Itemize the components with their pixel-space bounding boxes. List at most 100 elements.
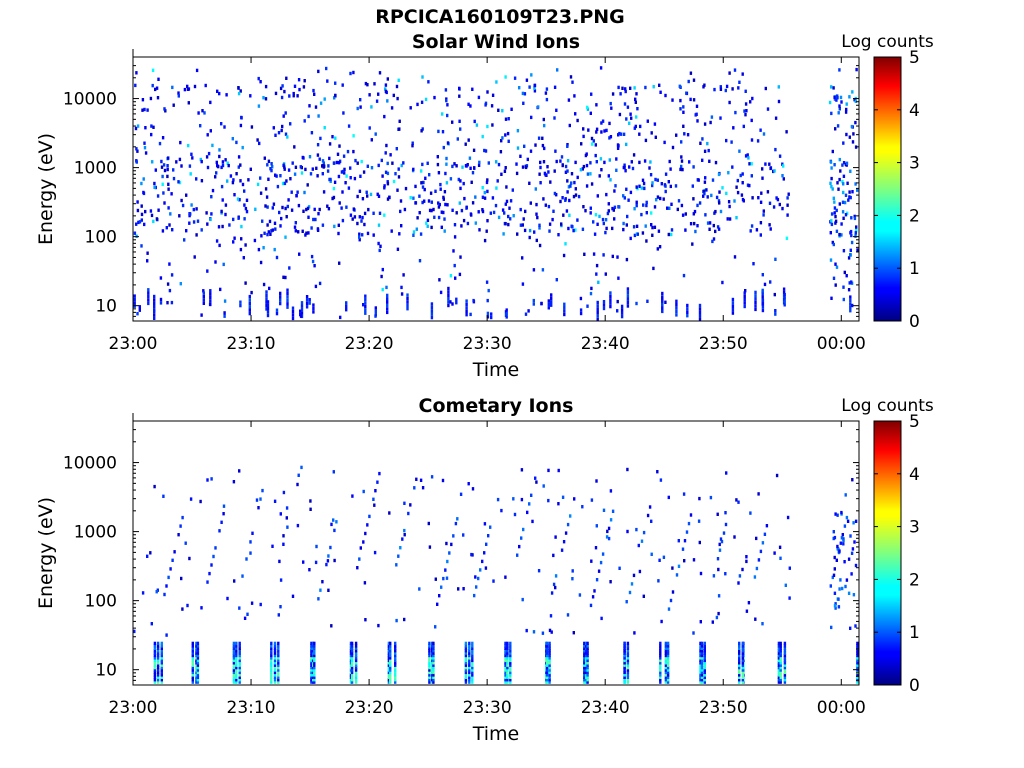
data-cell [206, 269, 209, 273]
data-cell [659, 670, 662, 675]
data-cell [656, 195, 660, 199]
data-cell [716, 225, 720, 229]
data-cell [841, 586, 844, 591]
data-cell [143, 141, 146, 145]
y-tick-label: 10000 [63, 454, 117, 474]
data-cell [609, 580, 612, 584]
data-cell [195, 670, 198, 675]
data-cell [156, 656, 160, 660]
data-cell [332, 470, 335, 474]
data-cell [140, 181, 143, 186]
data-cell [274, 133, 277, 137]
data-cell [626, 290, 630, 295]
data-cell [642, 203, 645, 207]
data-cell [682, 273, 686, 278]
data-cell [206, 165, 210, 170]
data-cell [509, 656, 512, 660]
data-cell [471, 675, 474, 679]
data-cell [773, 169, 776, 173]
data-cell [606, 211, 610, 216]
data-cell [664, 668, 668, 672]
data-cell [209, 129, 212, 133]
data-cell [738, 649, 741, 653]
data-cell [323, 126, 326, 130]
data-cell [195, 665, 198, 670]
data-cell [350, 661, 354, 665]
data-cell [352, 207, 355, 211]
data-cell [550, 303, 553, 307]
data-cell [423, 199, 426, 203]
data-cell [549, 180, 552, 184]
data-cell [344, 181, 347, 185]
data-cell [369, 192, 373, 197]
data-cell [764, 162, 767, 166]
data-cell [761, 541, 765, 545]
data-cell [530, 73, 533, 77]
data-cell [833, 604, 837, 608]
data-cell [140, 244, 143, 248]
data-cell [830, 166, 833, 170]
data-cell [619, 92, 622, 96]
data-cell [555, 159, 558, 164]
data-cell [832, 196, 835, 200]
data-cell [628, 590, 632, 595]
data-cell [313, 653, 316, 658]
data-cell [468, 670, 471, 675]
data-cell [700, 651, 704, 655]
data-cell [313, 641, 316, 646]
data-cell [400, 292, 404, 296]
data-cell [170, 192, 173, 196]
data-cell [586, 670, 589, 675]
data-cell [761, 273, 764, 277]
data-cell [202, 291, 205, 295]
data-cell [625, 600, 628, 604]
data-cell [464, 663, 468, 667]
data-cell [509, 644, 512, 648]
data-cell [191, 675, 194, 679]
data-cell [394, 678, 397, 682]
data-cell [428, 675, 431, 679]
data-cell [379, 244, 382, 248]
data-cell [270, 653, 273, 658]
data-cell [566, 179, 569, 183]
data-cell [847, 557, 851, 561]
data-cell [849, 253, 852, 257]
data-cell [506, 649, 509, 653]
data-cell [731, 87, 734, 91]
data-cell [310, 656, 313, 660]
data-cell [850, 233, 853, 238]
data-cell [500, 139, 503, 143]
data-cell [502, 232, 505, 236]
data-cell [595, 578, 599, 582]
data-cell [460, 208, 464, 213]
data-cell [239, 179, 242, 183]
data-cell [279, 295, 282, 299]
data-cell [471, 678, 474, 682]
data-cell [849, 626, 852, 630]
data-cell [845, 274, 848, 278]
data-cell [273, 646, 277, 650]
data-cell [783, 665, 787, 670]
data-cell [233, 193, 236, 197]
data-cell [387, 656, 391, 660]
data-cell [319, 136, 322, 141]
data-cell [623, 163, 626, 167]
data-cell [504, 202, 507, 206]
data-cell [160, 661, 163, 665]
data-cell [777, 641, 781, 646]
data-cell [555, 193, 558, 197]
data-cell [350, 670, 354, 675]
data-cell [509, 680, 512, 684]
data-cell [700, 668, 704, 672]
data-cell [533, 89, 537, 93]
data-cell [304, 167, 307, 172]
data-cell [313, 670, 316, 675]
data-cell [291, 594, 295, 598]
data-cell [757, 558, 761, 562]
data-cell [721, 280, 724, 285]
data-cell [510, 107, 513, 111]
data-cell [474, 195, 477, 199]
data-cell [397, 554, 400, 558]
data-cell [201, 109, 204, 113]
data-cell [235, 649, 238, 653]
